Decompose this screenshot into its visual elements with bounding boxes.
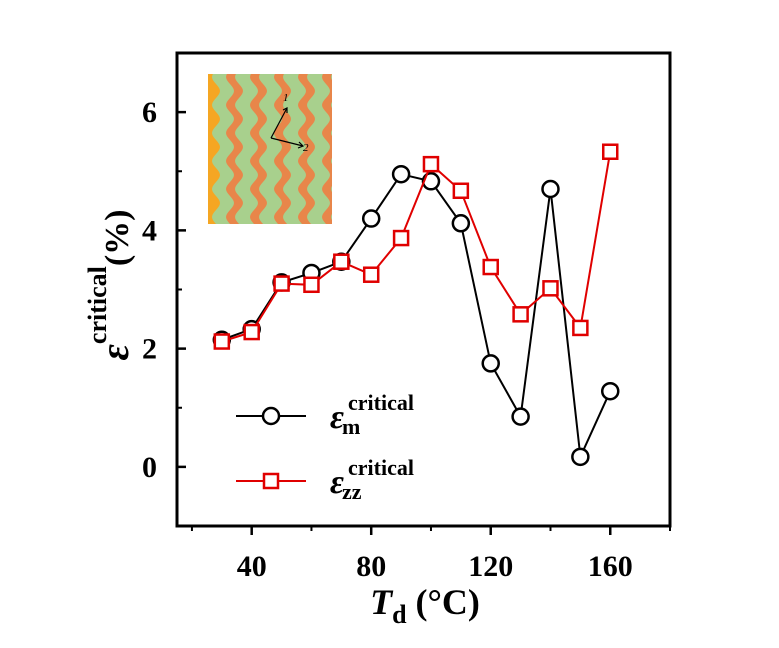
data-point-m	[391, 164, 411, 184]
data-point-zz	[392, 229, 410, 247]
data-point-zz	[572, 319, 589, 337]
y-axis-symbol: ε	[92, 344, 137, 361]
legend-zz-symbol: ε	[330, 464, 344, 501]
data-point-zz	[243, 323, 260, 341]
data-point-zz	[303, 276, 320, 294]
x-tick-label: 120	[468, 550, 513, 583]
x-axis-title: Td (°C)	[370, 582, 480, 629]
legend-m-sub: m	[342, 414, 360, 439]
inset-background	[208, 74, 332, 224]
data-point-zz	[333, 253, 350, 270]
inset-band-2	[250, 74, 267, 224]
data-point-m	[600, 381, 620, 401]
data-point-m	[481, 354, 500, 373]
axis-ticks: 0 2 4 6 40 80 120 160	[142, 52, 671, 583]
legend-entry-zz: εzz critical	[236, 455, 414, 504]
y-tick-label: 6	[142, 96, 157, 129]
y-axis-unit: (%)	[99, 209, 136, 266]
data-point-zz	[273, 275, 290, 292]
y-axis-title: εcritical(%)	[83, 209, 137, 360]
data-point-zz	[482, 258, 499, 276]
series-layer	[212, 143, 620, 467]
x-axis-sub: d	[392, 600, 407, 629]
data-point-m	[541, 179, 560, 199]
data-point-zz	[422, 155, 440, 173]
data-point-zz	[512, 306, 529, 323]
legend-entry-m: εm critical	[236, 390, 414, 439]
data-point-m	[361, 209, 381, 228]
inset-band-3	[274, 74, 291, 224]
data-point-m	[421, 172, 441, 191]
x-tick-label: 40	[237, 550, 267, 583]
inset-band-5	[322, 74, 332, 224]
inset-band-edge	[208, 74, 220, 224]
data-point-zz	[362, 266, 380, 283]
data-point-zz	[213, 333, 231, 350]
inset-axis-label-2: 2	[303, 142, 309, 154]
y-tick-label: 0	[142, 451, 157, 484]
inset-axes-arrows: 1 2	[270, 92, 309, 154]
data-point-zz	[452, 182, 470, 200]
legend-m-sup: critical	[348, 390, 414, 415]
legend-m-symbol: ε	[330, 399, 344, 436]
legend: εm critical εzz critical	[236, 390, 414, 504]
data-point-m	[451, 214, 471, 233]
inset-illustration: 1 2	[208, 74, 332, 224]
data-point-zz	[542, 280, 559, 297]
series-zz	[213, 143, 619, 350]
x-tick-label: 160	[588, 550, 633, 583]
svg-text:εcritical(%): εcritical(%)	[83, 209, 137, 360]
svg-text:εm: εm	[330, 399, 360, 439]
y-tick-label: 2	[142, 333, 157, 366]
data-point-zz	[601, 143, 619, 160]
y-tick-label: 4	[142, 214, 157, 247]
data-point-m	[571, 447, 590, 467]
legend-zz-sub: zz	[342, 479, 362, 504]
data-point-m	[511, 407, 530, 426]
y-axis-superscript: critical	[83, 266, 112, 344]
x-axis-unit: (°C)	[407, 582, 480, 622]
x-axis-main: T	[370, 582, 394, 622]
x-tick-label: 80	[356, 550, 386, 583]
inset-band-4	[298, 74, 315, 224]
inset-axis-label-1: 1	[283, 92, 289, 104]
inset-band-1	[226, 74, 243, 224]
legend-zz-sup: critical	[348, 455, 414, 480]
svg-text:εzz: εzz	[330, 464, 362, 504]
